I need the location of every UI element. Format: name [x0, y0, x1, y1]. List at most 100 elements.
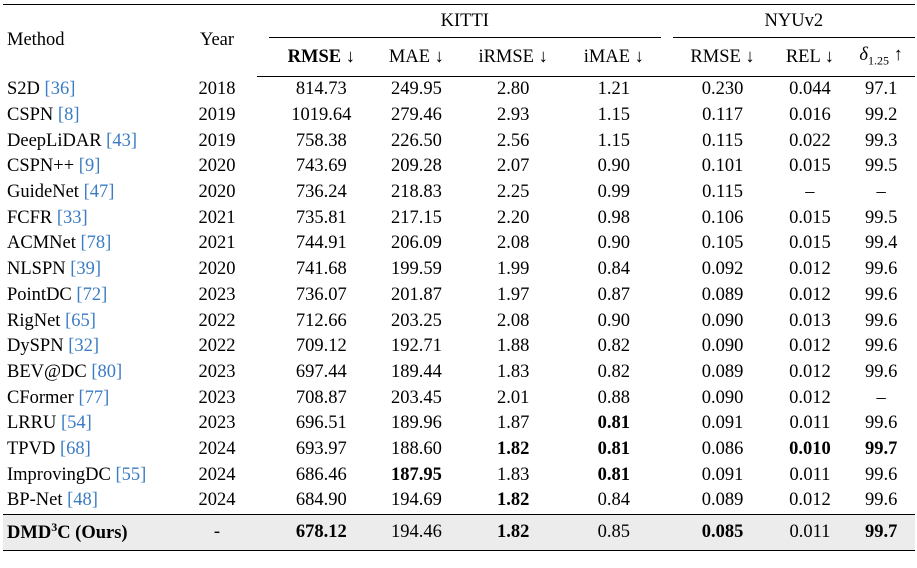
cell-nyu-rmse: 0.106: [701, 207, 744, 228]
cell-kitti-mae: 206.09: [390, 233, 442, 254]
cell-kitti-imae: 0.82: [597, 336, 631, 357]
method-name: LRRU: [7, 413, 61, 434]
cell-nyu-delta: 99.6: [864, 259, 898, 280]
cell-kitti-irmse: 2.93: [496, 105, 530, 126]
cell-kitti-irmse: 1.82: [459, 513, 568, 551]
cell-kitti-mae: 187.95: [390, 464, 442, 485]
table-row: CSPN++ [9] 2020 743.69 209.28 2.07 0.90 0.101 0…: [3, 154, 915, 180]
method-citation: [36]: [44, 79, 76, 100]
cell-kitti-mae: 279.46: [390, 105, 442, 126]
method-name: S2D: [7, 79, 45, 100]
cell-nyu-rel: 0.013: [789, 310, 831, 331]
cell-nyu-rmse: 0.090: [701, 387, 744, 408]
cell-nyu-rel: 0.012: [789, 259, 831, 280]
cell-kitti-irmse: 2.56: [496, 130, 530, 151]
cell-nyu-rel: 0.011: [789, 413, 831, 434]
table-row: TPVD [68] 2024 693.97 188.60 1.82 0.81 0.086 0.…: [3, 437, 915, 463]
cell-nyu-delta: –: [876, 387, 886, 408]
cell-year: 2020: [198, 259, 236, 280]
cell-kitti-rmse: 693.97: [295, 438, 347, 459]
table-row: NLSPN [39] 2020 741.68 199.59 1.99 0.84 0.092 0…: [3, 257, 915, 283]
table-row: CFormer [77] 2023 708.87 203.45 2.01 0.88 0.09…: [3, 385, 915, 411]
cell-method: TPVD [68]: [3, 437, 177, 463]
cell-nyu-rmse: 0.089: [701, 490, 744, 511]
method-name: TPVD: [7, 438, 60, 459]
cell-nyu-rmse: 0.089: [701, 361, 744, 382]
table-row: ImprovingDC [55] 2024 686.46 187.95 1.83 0.81…: [3, 462, 915, 488]
method-citation: [48]: [67, 490, 98, 511]
cell-method: ACMNet [78]: [3, 231, 177, 257]
cell-year: 2022: [198, 336, 236, 357]
cell-year: 2024: [198, 438, 236, 459]
header-nyuv2: NYUv2: [672, 5, 915, 38]
table-row: RigNet [65] 2022 712.66 203.25 2.08 0.90 0.090…: [3, 308, 915, 334]
cell-kitti-mae: 203.25: [390, 310, 442, 331]
cell-kitti-rmse: 744.91: [295, 233, 347, 254]
table-row: DySPN [32] 2022 709.12 192.71 1.88 0.82 0.090 0…: [3, 334, 915, 360]
cell-method: DeepLiDAR [43]: [3, 128, 177, 154]
cell-nyu-rmse: 0.086: [701, 438, 744, 459]
cell-nyu-delta: 99.6: [864, 336, 898, 357]
header-kitti-imae: iMAE ↓: [567, 37, 661, 77]
cell-nyu-delta: 99.4: [864, 233, 898, 254]
cell-nyu-delta: 99.5: [864, 207, 898, 228]
cell-kitti-mae: 249.95: [390, 79, 442, 100]
method-name: CFormer: [7, 387, 79, 408]
cell-nyu-rmse: 0.085: [672, 513, 773, 551]
cell-year: 2021: [198, 233, 236, 254]
cell-kitti-irmse: 1.87: [496, 413, 530, 434]
cell-kitti-irmse: 1.83: [496, 464, 530, 485]
cell-year: 2020: [198, 182, 236, 203]
method-citation: [80]: [91, 361, 123, 382]
table-row: LRRU [54] 2023 696.51 189.96 1.87 0.81 0.091 0.…: [3, 411, 915, 437]
method-citation: [77]: [78, 387, 110, 408]
table-row: ACMNet [78] 2021 744.91 206.09 2.08 0.90 0.105…: [3, 231, 915, 257]
cell-kitti-mae: 189.44: [390, 361, 442, 382]
cell-nyu-rmse: 0.117: [702, 105, 744, 126]
cell-kitti-imae: 1.15: [597, 105, 631, 126]
cell-nyu-rel: 0.044: [789, 79, 831, 100]
cell-method: DySPN [32]: [3, 334, 177, 360]
cell-kitti-imae: 0.90: [597, 310, 631, 331]
cell-nyu-rmse: 0.230: [701, 79, 744, 100]
cell-kitti-irmse: 2.08: [496, 233, 530, 254]
cell-kitti-imae: 0.81: [597, 413, 631, 434]
cell-nyu-rmse: 0.115: [702, 130, 744, 151]
table-row: FCFR [33] 2021 735.81 217.15 2.20 0.98 0.106 0.…: [3, 205, 915, 231]
header-method: Method: [7, 30, 65, 51]
cell-nyu-rmse: 0.090: [701, 336, 744, 357]
cell-kitti-mae: 192.71: [390, 336, 442, 357]
cell-nyu-rel: 0.016: [789, 105, 831, 126]
cell-nyu-rmse: 0.090: [701, 310, 744, 331]
cell-kitti-irmse: 1.83: [496, 361, 530, 382]
cell-kitti-rmse: 814.73: [295, 79, 347, 100]
cell-kitti-irmse: 2.20: [496, 207, 530, 228]
cell-kitti-rmse: 712.66: [295, 310, 347, 331]
cell-kitti-imae: 0.90: [597, 233, 631, 254]
header-kitti-rmse: RMSE ↓: [269, 37, 374, 77]
header-nyu-rmse: RMSE ↓: [672, 37, 773, 77]
cell-year: -: [177, 513, 257, 551]
cell-method: BEV@DC [80]: [3, 360, 177, 386]
cell-kitti-irmse: 1.82: [496, 438, 530, 459]
cell-year: 2018: [198, 79, 236, 100]
cell-method: FCFR [33]: [3, 205, 177, 231]
method-name: GuideNet: [7, 182, 84, 203]
method-name: CSPN++: [7, 156, 79, 177]
cell-nyu-rmse: 0.105: [701, 233, 744, 254]
cell-kitti-imae: 1.21: [597, 79, 631, 100]
cell-year: 2022: [198, 310, 236, 331]
method-citation: [8]: [57, 105, 80, 126]
cell-year: 2021: [198, 207, 236, 228]
cell-kitti-irmse: 1.88: [496, 336, 530, 357]
cell-kitti-rmse: 735.81: [295, 207, 347, 228]
table-row: PointDC [72] 2023 736.07 201.87 1.97 0.87 0.08…: [3, 283, 915, 309]
method-name: PointDC: [7, 284, 77, 305]
cell-kitti-rmse: 709.12: [295, 336, 347, 357]
cell-nyu-delta: 99.6: [864, 284, 898, 305]
header-row-metrics: RMSE ↓ MAE ↓ iRMSE ↓ iMAE ↓ RMSE ↓ REL ↓…: [3, 37, 915, 77]
cell-kitti-mae: 217.15: [390, 207, 442, 228]
cell-nyu-delta: 99.7: [864, 438, 898, 459]
cell-kitti-rmse: 1019.64: [291, 105, 352, 126]
cell-nyu-delta: 99.5: [864, 156, 898, 177]
